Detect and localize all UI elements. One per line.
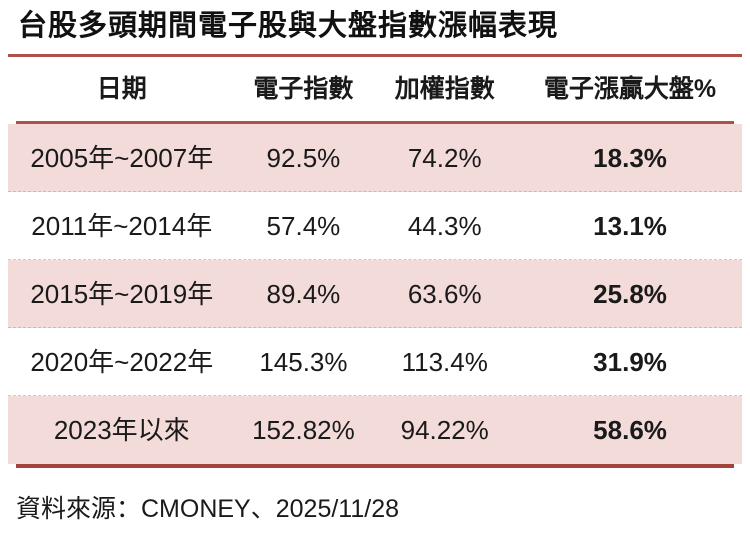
table-row: 2015年~2019年 89.4% 63.6% 25.8% xyxy=(8,260,742,328)
column-header-weighted-index: 加權指數 xyxy=(394,74,495,103)
table-row: 2023年以來 152.82% 94.22% 58.6% xyxy=(8,396,742,464)
weighted-index-cell: 94.22% xyxy=(400,415,489,445)
table-row: 2005年~2007年 92.5% 74.2% 18.3% xyxy=(8,124,742,192)
column-header-date: 日期 xyxy=(96,74,147,103)
outperform-cell: 31.9% xyxy=(593,346,667,377)
period-cell: 2011年~2014年 xyxy=(31,210,213,241)
outperform-cell: 58.6% xyxy=(593,415,667,445)
electronics-index-cell: 92.5% xyxy=(266,142,341,173)
page-title: 台股多頭期間電子股與大盤指數漲幅表現 xyxy=(18,10,559,42)
electronics-index-cell: 89.4% xyxy=(266,278,341,309)
table-row: 2011年~2014年 57.4% 44.3% 13.1% xyxy=(8,192,742,260)
data-source-note: 資料來源：CMONEY、2025/11/28 xyxy=(16,495,399,523)
table-body: 2005年~2007年 92.5% 74.2% 18.3% 2011年~2014… xyxy=(8,124,742,464)
outperform-cell: 25.8% xyxy=(593,278,667,309)
table-row: 2020年~2022年 145.3% 113.4% 31.9% xyxy=(8,328,742,396)
weighted-index-cell: 44.3% xyxy=(407,210,482,241)
period-cell: 2005年~2007年 xyxy=(30,142,214,173)
weighted-index-cell: 74.2% xyxy=(407,142,482,173)
table-header-row: 日期 電子指數 加權指數 電子漲贏大盤% xyxy=(8,57,742,121)
electronics-index-cell: 145.3% xyxy=(259,346,348,377)
period-cell: 2020年~2022年 xyxy=(30,346,214,377)
column-header-outperform-pct: 電子漲贏大盤% xyxy=(543,74,717,103)
period-cell: 2015年~2019年 xyxy=(30,278,214,309)
column-header-electronics-index: 電子指數 xyxy=(253,74,354,103)
electronics-index-cell: 152.82% xyxy=(252,415,355,445)
outperform-cell: 18.3% xyxy=(593,142,667,173)
period-cell: 2023年以來 xyxy=(53,415,190,445)
electronics-index-cell: 57.4% xyxy=(266,210,341,241)
title-divider xyxy=(8,54,742,57)
outperform-cell: 13.1% xyxy=(593,210,667,241)
weighted-index-cell: 113.4% xyxy=(401,346,488,377)
performance-table: 日期 電子指數 加權指數 電子漲贏大盤% 2005年~2007年 92.5% 7… xyxy=(8,57,742,468)
table-bottom-divider xyxy=(16,464,734,468)
header-divider xyxy=(16,121,734,124)
weighted-index-cell: 63.6% xyxy=(407,278,482,309)
